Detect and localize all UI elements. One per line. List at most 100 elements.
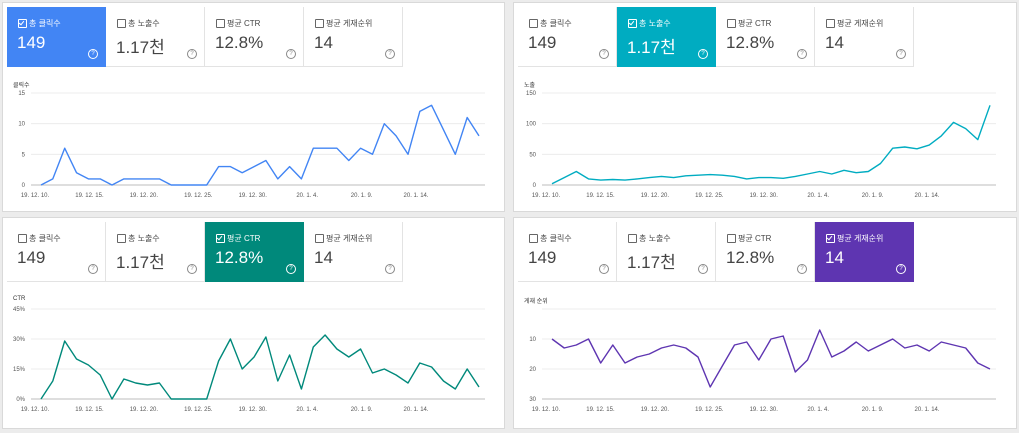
tab-total-impressions[interactable]: 총 노출수 1.17천?: [106, 222, 205, 282]
x-tick-label: 20. 1. 9.: [351, 193, 373, 199]
x-tick-label: 20. 1. 4.: [807, 407, 829, 413]
tab-average-ctr[interactable]: 평균 CTR 12.8%?: [716, 7, 815, 67]
tab-label: 평균 게재순위: [837, 234, 884, 243]
y-tick-label: 45%: [13, 307, 26, 313]
help-icon[interactable]: ?: [599, 264, 609, 274]
tab-label: 총 클릭수: [540, 19, 572, 28]
help-icon[interactable]: ?: [896, 264, 906, 274]
y-tick-label: 10: [18, 122, 25, 128]
x-tick-label: 19. 12. 20.: [641, 407, 670, 413]
tab-average-ctr[interactable]: 평균 CTR 12.8%?: [205, 222, 304, 282]
x-tick-label: 19. 12. 20.: [641, 193, 670, 199]
help-icon[interactable]: ?: [88, 49, 98, 59]
x-tick-label: 19. 12. 20.: [130, 407, 159, 413]
x-tick-label: 19. 12. 15.: [75, 193, 104, 199]
checkbox-icon[interactable]: [826, 234, 835, 243]
series-line: [551, 329, 991, 388]
help-icon[interactable]: ?: [896, 49, 906, 59]
checkbox-icon[interactable]: [727, 19, 736, 28]
tab-label: 총 노출수: [639, 234, 671, 243]
tab-total-clicks[interactable]: 총 클릭수 149?: [7, 222, 106, 282]
x-tick-label: 19. 12. 10.: [21, 407, 50, 413]
checkbox-icon[interactable]: [826, 19, 835, 28]
x-tick-label: 19. 12. 25.: [695, 407, 724, 413]
checkbox-icon[interactable]: [727, 234, 736, 243]
help-icon[interactable]: ?: [187, 264, 197, 274]
y-tick-label: 15: [18, 91, 25, 97]
tab-total-impressions[interactable]: 총 노출수 1.17천?: [617, 222, 716, 282]
tab-label: 총 클릭수: [29, 19, 61, 28]
checkbox-icon[interactable]: [315, 19, 324, 28]
checkbox-icon[interactable]: [315, 234, 324, 243]
metric-tabs: 총 클릭수 149? 총 노출수 1.17천? 평균 CTR 12.8%? 평균 게재…: [518, 7, 914, 67]
help-icon[interactable]: ?: [599, 49, 609, 59]
checkbox-icon[interactable]: [216, 234, 225, 243]
checkbox-icon[interactable]: [216, 19, 225, 28]
tab-average-position[interactable]: 평균 게재순위 14?: [304, 222, 403, 282]
tab-label: 평균 게재순위: [837, 19, 884, 28]
tab-value: 1.17천: [116, 253, 165, 272]
help-icon[interactable]: ?: [698, 49, 708, 59]
x-tick-label: 19. 12. 10.: [21, 193, 50, 199]
help-icon[interactable]: ?: [187, 49, 197, 59]
tab-value: 14: [314, 248, 333, 267]
tab-label: 평균 게재순위: [326, 234, 373, 243]
x-tick-label: 20. 1. 4.: [296, 407, 318, 413]
x-tick-label: 19. 12. 10.: [532, 407, 561, 413]
tab-total-clicks[interactable]: 총 클릭수 149?: [518, 222, 617, 282]
checkbox-icon[interactable]: [117, 234, 126, 243]
tab-value: 12.8%: [215, 248, 264, 267]
checkbox-icon[interactable]: [529, 19, 538, 28]
checkbox-icon[interactable]: [18, 234, 27, 243]
tab-label: 평균 CTR: [738, 234, 772, 243]
tab-average-position[interactable]: 평균 게재순위 14?: [304, 7, 403, 67]
y-axis-title: 노출: [524, 83, 536, 89]
help-icon[interactable]: ?: [385, 49, 395, 59]
help-icon[interactable]: ?: [797, 49, 807, 59]
checkbox-icon[interactable]: [529, 234, 538, 243]
y-tick-label: 20: [529, 367, 536, 373]
tab-label: 평균 CTR: [227, 234, 261, 243]
tab-total-clicks[interactable]: 총 클릭수 149?: [7, 7, 106, 67]
help-icon[interactable]: ?: [286, 264, 296, 274]
help-icon[interactable]: ?: [286, 49, 296, 59]
checkbox-icon[interactable]: [628, 19, 637, 28]
help-icon[interactable]: ?: [698, 264, 708, 274]
help-icon[interactable]: ?: [88, 264, 98, 274]
tab-total-impressions[interactable]: 총 노출수 1.17천?: [106, 7, 205, 67]
help-icon[interactable]: ?: [385, 264, 395, 274]
tab-value: 149: [17, 248, 46, 267]
x-tick-label: 20. 1. 9.: [862, 407, 884, 413]
x-tick-label: 19. 12. 15.: [586, 193, 615, 199]
checkbox-icon[interactable]: [117, 19, 126, 28]
tab-value: 149: [528, 33, 557, 52]
x-tick-label: 19. 12. 25.: [695, 193, 724, 199]
x-tick-label: 20. 1. 4.: [807, 193, 829, 199]
metric-tabs: 총 클릭수 149? 총 노출수 1.17천? 평균 CTR 12.8%? 평균 게재…: [7, 7, 403, 67]
checkbox-icon[interactable]: [18, 19, 27, 28]
tab-value: 1.17천: [116, 38, 165, 57]
tab-total-impressions[interactable]: 총 노출수 1.17천?: [617, 7, 716, 67]
help-icon[interactable]: ?: [797, 264, 807, 274]
impressions-panel: 총 클릭수 149? 총 노출수 1.17천? 평균 CTR 12.8%? 평균 게재…: [513, 2, 1017, 212]
tab-value: 1.17천: [627, 38, 676, 57]
tab-value: 14: [825, 33, 844, 52]
tab-average-ctr[interactable]: 평균 CTR 12.8%?: [716, 222, 815, 282]
tab-average-ctr[interactable]: 평균 CTR 12.8%?: [205, 7, 304, 67]
tab-label: 총 노출수: [128, 19, 160, 28]
tab-average-position[interactable]: 평균 게재순위 14?: [815, 222, 914, 282]
tab-total-clicks[interactable]: 총 클릭수 149?: [518, 7, 617, 67]
x-tick-label: 19. 12. 25.: [184, 193, 213, 199]
y-tick-label: 15%: [13, 367, 26, 373]
y-tick-label: 5: [22, 152, 26, 158]
tab-value: 1.17천: [627, 253, 676, 272]
y-tick-label: 0: [533, 183, 537, 189]
checkbox-icon[interactable]: [628, 234, 637, 243]
x-tick-label: 20. 1. 14.: [404, 407, 429, 413]
clicks-chart: 0 5 10 15 19. 12. 10. 19. 12. 15. 19. 12. 20. 1…: [18, 91, 485, 199]
series-line: [551, 105, 991, 185]
x-tick-label: 20. 1. 14.: [915, 193, 940, 199]
x-tick-label: 20. 1. 9.: [862, 193, 884, 199]
tab-average-position[interactable]: 평균 게재순위 14?: [815, 7, 914, 67]
tab-label: 평균 게재순위: [326, 19, 373, 28]
